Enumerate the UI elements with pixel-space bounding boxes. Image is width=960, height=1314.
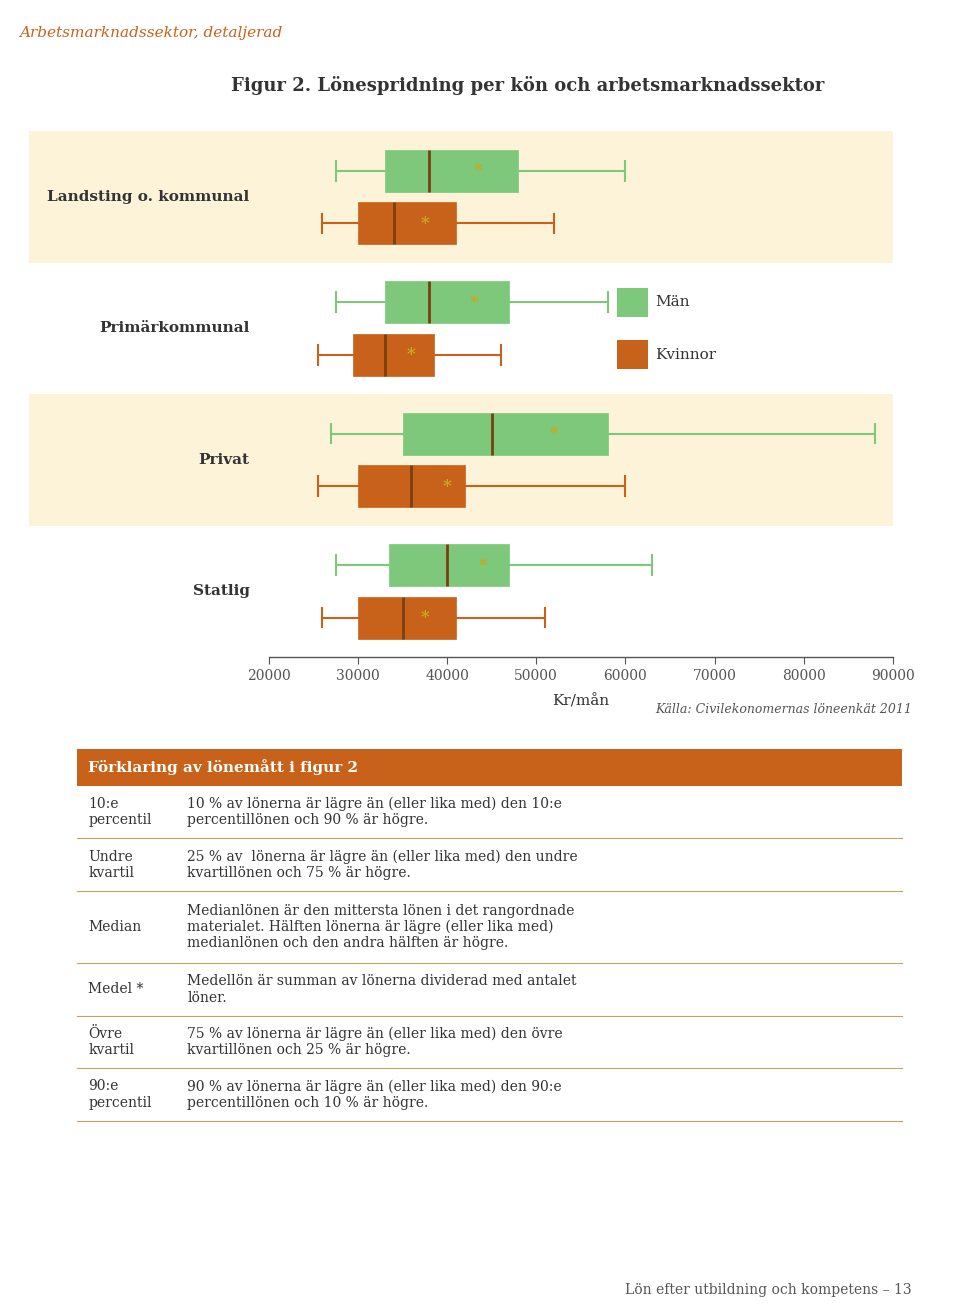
Text: Övre
kvartil: Övre kvartil	[88, 1028, 134, 1056]
Bar	[385, 281, 510, 323]
Bar	[269, 131, 893, 263]
Text: Privat: Privat	[199, 453, 250, 466]
Text: *: *	[478, 557, 487, 573]
Text: *: *	[474, 163, 483, 179]
Bar	[358, 597, 456, 639]
Text: *: *	[420, 215, 429, 231]
Text: Kvinnor: Kvinnor	[656, 348, 717, 361]
Text: 75 % av lönerna är lägre än (eller lika med) den övre
kvartillönen och 25 % är h: 75 % av lönerna är lägre än (eller lika …	[187, 1026, 563, 1058]
Text: 10:e
percentil: 10:e percentil	[88, 798, 152, 827]
Text: Lön efter utbildning och kompetens – 13: Lön efter utbildning och kompetens – 13	[625, 1284, 912, 1297]
Text: Medianlönen är den mittersta lönen i det rangordnade
materialet. Hälften lönerna: Medianlönen är den mittersta lönen i det…	[187, 904, 575, 950]
Text: Medel *: Medel *	[88, 983, 144, 996]
Bar	[385, 150, 518, 192]
Text: Arbetsmarknadssektor, detaljerad: Arbetsmarknadssektor, detaljerad	[19, 26, 282, 39]
Text: Figur 2. Lönespridning per kön och arbetsmarknadssektor: Figur 2. Lönespridning per kön och arbet…	[231, 76, 825, 95]
Bar	[389, 544, 510, 586]
Text: Median: Median	[88, 920, 141, 934]
Text: Män: Män	[656, 296, 690, 309]
Bar	[353, 334, 434, 376]
Text: 90:e
percentil: 90:e percentil	[88, 1080, 152, 1109]
Text: 90 % av lönerna är lägre än (eller lika med) den 90:e
percentillönen och 10 % är: 90 % av lönerna är lägre än (eller lika …	[187, 1079, 562, 1110]
Text: Statlig: Statlig	[193, 585, 250, 598]
Text: *: *	[550, 426, 559, 442]
Bar	[402, 413, 608, 455]
Text: 10 % av lönerna är lägre än (eller lika med) den 10:e
percentillönen och 90 % är: 10 % av lönerna är lägre än (eller lika …	[187, 796, 562, 828]
Text: Primärkommunal: Primärkommunal	[99, 322, 250, 335]
Bar	[269, 394, 893, 526]
Text: Medellön är summan av lönerna dividerad med antalet
löner.: Medellön är summan av lönerna dividerad …	[187, 975, 577, 1004]
Text: 25 % av  lönerna är lägre än (eller lika med) den undre
kvartillönen och 75 % är: 25 % av lönerna är lägre än (eller lika …	[187, 849, 578, 880]
Text: *: *	[469, 294, 478, 310]
Text: Undre
kvartil: Undre kvartil	[88, 850, 134, 879]
Bar	[358, 202, 456, 244]
Text: *: *	[407, 347, 416, 363]
Text: *: *	[420, 610, 429, 625]
Text: Källa: Civilekonomernas löneenkät 2011: Källa: Civilekonomernas löneenkät 2011	[655, 703, 912, 716]
Text: Förklaring av lönemått i figur 2: Förklaring av lönemått i figur 2	[88, 759, 358, 775]
Bar	[358, 465, 465, 507]
Text: Landsting o. kommunal: Landsting o. kommunal	[47, 191, 250, 204]
X-axis label: Kr/mån: Kr/mån	[552, 694, 610, 708]
Text: *: *	[443, 478, 451, 494]
